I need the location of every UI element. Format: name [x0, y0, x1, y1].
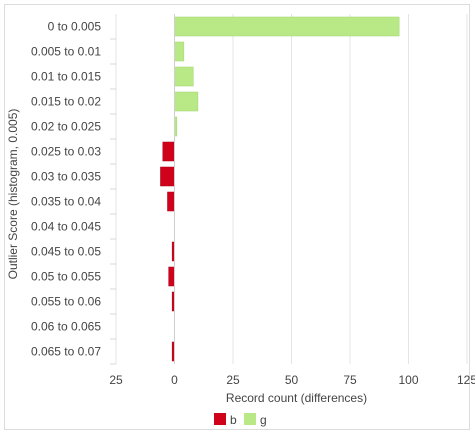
bars: [160, 16, 400, 362]
x-tick-label: 125: [457, 373, 475, 387]
y-tick-label: 0.02 to 0.025: [31, 120, 101, 134]
y-tick-label: 0.015 to 0.02: [31, 95, 101, 109]
y-tick-label: 0.05 to 0.055: [31, 270, 101, 284]
y-tick-label: 0.01 to 0.015: [31, 70, 101, 84]
chart-frame: [4, 4, 470, 430]
bar-b-6[interactable]: [160, 166, 175, 187]
y-tick-label: 0.065 to 0.07: [31, 345, 101, 359]
bar-g-3[interactable]: [174, 91, 199, 112]
bar-b-10[interactable]: [168, 266, 175, 287]
y-axis-title: Outlier Score (histogram, 0.005): [6, 109, 20, 280]
y-tick-label: 0.03 to 0.035: [31, 170, 101, 184]
y-tick-labels: 0 to 0.005 0.005 to 0.01 0.01 to 0.015 0.01…: [31, 20, 116, 365]
y-tick-label: 0 to 0.005: [48, 20, 102, 34]
bar-g-1[interactable]: [174, 41, 185, 62]
bar-g-0[interactable]: [174, 16, 400, 37]
bar-b-7[interactable]: [167, 191, 175, 212]
x-tick-labels: 25 0 25 50 75 100 125: [109, 373, 475, 387]
y-tick-label: 0.055 to 0.06: [31, 295, 101, 309]
y-tick-label: 0.04 to 0.045: [31, 220, 101, 234]
y-tick-label: 0.06 to 0.065: [31, 320, 101, 334]
x-tick-label: 25: [226, 373, 240, 387]
legend-label-g[interactable]: g: [260, 413, 267, 427]
legend-swatch-b[interactable]: [214, 413, 226, 425]
bar-g-2[interactable]: [174, 66, 194, 87]
y-tick-label: 0.005 to 0.01: [31, 45, 101, 59]
x-axis-title: Record count (differences): [226, 391, 367, 405]
x-tick-label: 25: [109, 373, 123, 387]
x-tick-label: 75: [343, 373, 357, 387]
bar-b-5[interactable]: [162, 141, 175, 162]
x-tick-label: 100: [398, 373, 418, 387]
y-tick-label: 0.035 to 0.04: [31, 195, 101, 209]
x-tick-label: 0: [171, 373, 178, 387]
x-tick-label: 50: [285, 373, 299, 387]
y-tick-label: 0.025 to 0.03: [31, 145, 101, 159]
gridlines: [115, 14, 468, 364]
legend-swatch-g[interactable]: [244, 413, 256, 425]
y-tick-label: 0.045 to 0.05: [31, 245, 101, 259]
legend-label-b[interactable]: b: [230, 413, 237, 427]
